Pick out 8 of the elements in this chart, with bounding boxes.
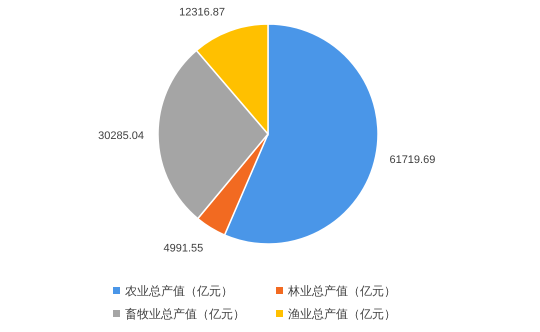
data-label: 4991.55: [163, 242, 204, 255]
data-label: 30285.04: [98, 130, 144, 142]
data-label: 61719.69: [389, 154, 436, 166]
legend-label: 畜牧业总产值（亿元）: [125, 307, 245, 321]
data-label: 12316.87: [179, 6, 226, 19]
legend-label: 渔业总产值（亿元）: [288, 307, 396, 321]
legend-label: 农业总产值（亿元）: [125, 284, 233, 298]
legend-label: 林业总产值（亿元）: [287, 284, 396, 298]
